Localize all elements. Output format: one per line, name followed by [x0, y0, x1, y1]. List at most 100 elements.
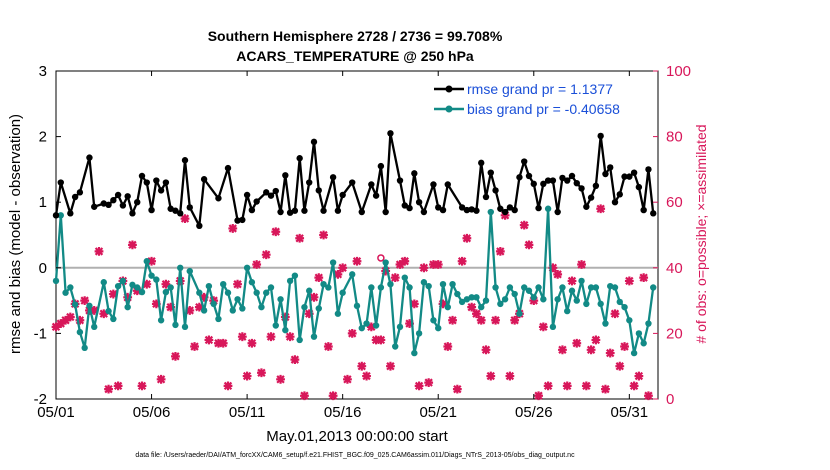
bias-point: [91, 323, 98, 331]
bias-point: [71, 301, 79, 308]
obs-assimilated-marker: [366, 322, 376, 332]
rmse-point: [554, 208, 561, 216]
rmse-point: [635, 183, 643, 191]
rmse-point: [57, 179, 64, 186]
obs-assimilated-marker: [137, 381, 147, 391]
rmse-point: [310, 138, 318, 146]
rmse-point: [215, 195, 222, 202]
bias-point: [363, 320, 370, 327]
obs-assimilated-marker: [577, 260, 586, 269]
obs-assimilated-marker: [529, 296, 539, 305]
bias-point: [62, 289, 69, 296]
y-axis-right-label: # of obs: o=possible; ×=assimilated: [693, 124, 709, 343]
obs-assimilated-marker: [352, 256, 362, 266]
bias-point: [396, 323, 404, 331]
obs-assimilated-marker: [285, 332, 295, 342]
bias-point: [224, 289, 232, 296]
bias-point: [650, 284, 657, 291]
obs-assimilated-marker: [309, 292, 319, 302]
rmse-point: [573, 179, 580, 187]
obs-assimilated-marker: [151, 299, 161, 309]
rmse-point: [272, 187, 279, 195]
obs-assimilated-marker: [128, 240, 137, 250]
bias-point: [454, 290, 461, 298]
rmse-point: [535, 204, 542, 212]
bias-point: [243, 264, 251, 271]
obs-assimilated-marker: [538, 322, 548, 332]
rmse-point: [358, 208, 365, 216]
rmse-point: [626, 173, 633, 180]
bias-point: [626, 317, 633, 324]
rmse-point: [52, 212, 60, 219]
rmse-point: [540, 180, 547, 188]
bias-point: [229, 307, 236, 314]
bias-point: [382, 259, 389, 266]
rmse-point: [239, 216, 246, 224]
obs-assimilated-marker: [405, 319, 414, 328]
obs-assimilated-marker: [486, 371, 496, 381]
bias-series-layer: [52, 205, 657, 357]
obs-assimilated-marker: [314, 273, 324, 283]
rmse-point: [157, 187, 165, 194]
obs-assimilated-marker: [500, 210, 510, 220]
bias-point: [52, 277, 60, 285]
obs-assimilated-marker: [505, 371, 515, 381]
y-tick-label: 0: [39, 260, 47, 277]
obs-assimilated-marker: [644, 391, 653, 401]
obs-assimilated-marker: [510, 315, 520, 325]
obs-assimilated-marker: [624, 276, 634, 286]
bias-point: [200, 307, 208, 314]
obs-assimilated-marker: [553, 269, 563, 279]
obs-assimilated-marker: [113, 381, 123, 391]
obs-assimilated-marker: [347, 329, 357, 338]
rmse-point: [248, 206, 256, 214]
bias-point: [439, 281, 447, 288]
rmse-point: [521, 158, 528, 165]
obs-assimilated-marker: [567, 276, 577, 286]
obs-assimilated-marker: [409, 299, 419, 309]
rmse-point: [382, 208, 389, 216]
bias-point: [110, 315, 117, 323]
obs-possible-marker: [377, 254, 385, 262]
rmse-point: [119, 202, 127, 209]
rmse-point: [71, 193, 79, 201]
rmse-series-layer: [52, 130, 657, 230]
legend: rmse grand pr = 1.1377 bias grand pr = -…: [428, 77, 654, 122]
obs-assimilated-marker: [424, 378, 434, 387]
bias-point: [329, 259, 337, 266]
bias-point: [487, 208, 494, 216]
bias-point: [444, 303, 451, 311]
bias-point: [67, 284, 74, 291]
axes-layer: 05/01 05/06 05/11 05/16 05/21 05/26 05/31 -2 -1 0…: [34, 63, 691, 421]
obs-assimilated-marker: [94, 247, 104, 256]
bias-point: [525, 287, 533, 294]
rmse-point: [578, 185, 585, 192]
rmse-point: [458, 204, 466, 211]
y-tick-label: 1: [39, 194, 47, 211]
bias-point: [372, 322, 380, 329]
bias-point: [138, 288, 146, 296]
bias-point: [468, 294, 475, 301]
bias-point: [392, 343, 399, 350]
rmse-point: [420, 208, 428, 216]
bias-point: [124, 303, 131, 311]
rmse-point: [650, 210, 657, 217]
rmse-point: [282, 172, 289, 179]
obs-assimilated-marker: [438, 299, 448, 309]
rmse-point: [306, 179, 313, 186]
bias-point: [325, 284, 332, 291]
obs-assimilated-marker: [104, 384, 113, 394]
rmse-point: [544, 177, 552, 184]
rmse-point: [497, 205, 504, 212]
rmse-point: [263, 189, 270, 196]
obs-assimilated-marker: [605, 348, 615, 358]
rmse-point: [583, 203, 590, 210]
obs-assimilated-marker: [80, 296, 90, 305]
obs-assimilated-marker: [323, 342, 333, 351]
obs-assimilated-marker: [56, 319, 66, 328]
obs-assimilated-marker: [108, 289, 118, 299]
bias-point: [635, 330, 643, 337]
rmse-point: [487, 169, 494, 176]
bias-point: [568, 287, 576, 294]
obs-assimilated-marker: [457, 256, 467, 266]
